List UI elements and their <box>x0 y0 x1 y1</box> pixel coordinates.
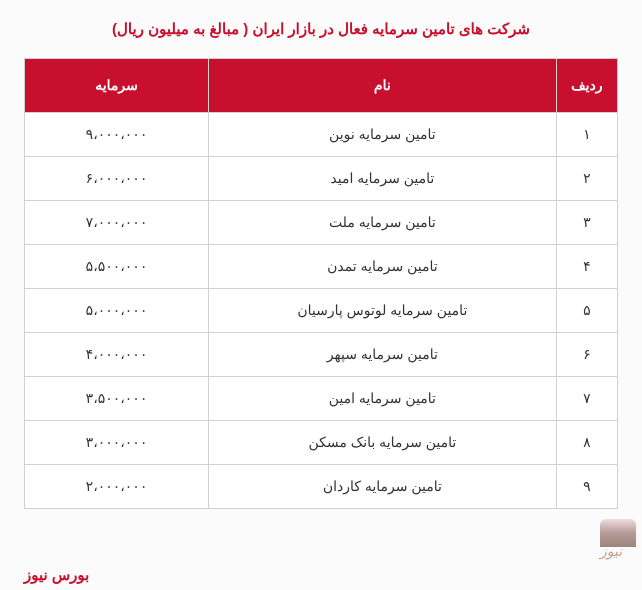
table-row: ۵تامین سرمایه لوتوس پارسیان۵،۰۰۰،۰۰۰ <box>25 289 618 333</box>
table-header-row: ردیف نام سرمایه <box>25 59 618 113</box>
cell-name: تامین سرمایه امید <box>209 157 557 201</box>
cell-name: تامین سرمایه لوتوس پارسیان <box>209 289 557 333</box>
cell-index: ۹ <box>556 465 617 509</box>
cell-capital: ۳،۵۰۰،۰۰۰ <box>25 377 209 421</box>
cell-capital: ۶،۰۰۰،۰۰۰ <box>25 157 209 201</box>
watermark-icon <box>600 519 636 547</box>
cell-index: ۱ <box>556 113 617 157</box>
table-row: ۱تامین سرمایه نوین۹،۰۰۰،۰۰۰ <box>25 113 618 157</box>
cell-index: ۲ <box>556 157 617 201</box>
cell-capital: ۴،۰۰۰،۰۰۰ <box>25 333 209 377</box>
source-caption: بورس نیوز <box>24 566 89 584</box>
cell-capital: ۲،۰۰۰،۰۰۰ <box>25 465 209 509</box>
cell-capital: ۷،۰۰۰،۰۰۰ <box>25 201 209 245</box>
table-row: ۶تامین سرمایه سپهر۴،۰۰۰،۰۰۰ <box>25 333 618 377</box>
cell-index: ۷ <box>556 377 617 421</box>
table-row: ۹تامین سرمایه کاردان۲،۰۰۰،۰۰۰ <box>25 465 618 509</box>
cell-name: تامین سرمایه امین <box>209 377 557 421</box>
page-container: شرکت های تامین سرمایه فعال در بازار ایرا… <box>0 0 642 521</box>
cell-capital: ۹،۰۰۰،۰۰۰ <box>25 113 209 157</box>
cell-name: تامین سرمایه تمدن <box>209 245 557 289</box>
table-row: ۷تامین سرمایه امین۳،۵۰۰،۰۰۰ <box>25 377 618 421</box>
header-index: ردیف <box>556 59 617 113</box>
cell-name: تامین سرمایه ملت <box>209 201 557 245</box>
cell-index: ۸ <box>556 421 617 465</box>
cell-capital: ۵،۵۰۰،۰۰۰ <box>25 245 209 289</box>
header-capital: سرمایه <box>25 59 209 113</box>
watermark: نیوز <box>600 519 636 560</box>
header-name: نام <box>209 59 557 113</box>
cell-index: ۵ <box>556 289 617 333</box>
table-row: ۸تامین سرمایه بانک مسکن۳،۰۰۰،۰۰۰ <box>25 421 618 465</box>
page-title: شرکت های تامین سرمایه فعال در بازار ایرا… <box>24 20 618 38</box>
table-row: ۳تامین سرمایه ملت۷،۰۰۰،۰۰۰ <box>25 201 618 245</box>
cell-capital: ۵،۰۰۰،۰۰۰ <box>25 289 209 333</box>
cell-index: ۶ <box>556 333 617 377</box>
table-body: ۱تامین سرمایه نوین۹،۰۰۰،۰۰۰۲تامین سرمایه… <box>25 113 618 509</box>
table-row: ۴تامین سرمایه تمدن۵،۵۰۰،۰۰۰ <box>25 245 618 289</box>
cell-index: ۴ <box>556 245 617 289</box>
table-row: ۲تامین سرمایه امید۶،۰۰۰،۰۰۰ <box>25 157 618 201</box>
cell-index: ۳ <box>556 201 617 245</box>
cell-name: تامین سرمایه بانک مسکن <box>209 421 557 465</box>
cell-capital: ۳،۰۰۰،۰۰۰ <box>25 421 209 465</box>
cell-name: تامین سرمایه سپهر <box>209 333 557 377</box>
cell-name: تامین سرمایه کاردان <box>209 465 557 509</box>
cell-name: تامین سرمایه نوین <box>209 113 557 157</box>
companies-table: ردیف نام سرمایه ۱تامین سرمایه نوین۹،۰۰۰،… <box>24 58 618 509</box>
